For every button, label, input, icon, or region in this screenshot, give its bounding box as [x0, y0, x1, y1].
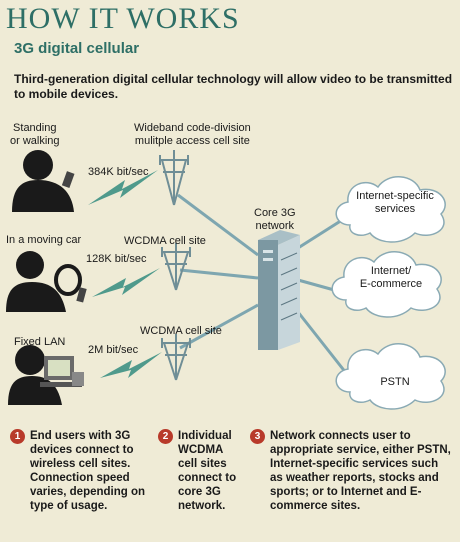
bolt-lan-icon — [100, 352, 162, 378]
step-3-badge: 3 — [250, 429, 265, 444]
tower-lan-icon — [161, 334, 191, 381]
core-server-icon — [258, 230, 300, 350]
person-car-icon — [6, 251, 87, 312]
bolt-car-icon — [92, 268, 160, 297]
bolt-standing-icon — [88, 170, 158, 205]
user-figures — [6, 150, 87, 405]
cloud-internet-specific — [335, 176, 446, 243]
service-internet-specific-label: Internet-specific services — [356, 190, 434, 215]
user-standing-label: Standing or walking — [10, 122, 60, 147]
step-3-text: Network connects user to appropriate ser… — [270, 430, 451, 512]
step-1-text: End users with 3G devices connect to wir… — [30, 430, 146, 512]
speed-car-label: 128K bit/sec — [86, 253, 147, 265]
signal-bolts — [88, 170, 162, 378]
step-2-badge: 2 — [158, 429, 173, 444]
speed-standing-label: 384K bit/sec — [88, 166, 149, 178]
cloud-pstn — [335, 343, 446, 410]
person-standing-icon — [12, 150, 75, 212]
core-network-label: Core 3G network — [254, 207, 296, 232]
tower-icons — [159, 150, 191, 381]
tower-wideband-icon — [159, 150, 189, 206]
service-pstn-label: PSTN — [380, 376, 410, 388]
service-internet-ecommerce-label: Internet/ E-commerce — [359, 265, 423, 290]
site-wideband-label: Wideband code-division mulitple access c… — [134, 122, 251, 147]
tower-car-icon — [161, 243, 191, 291]
person-lan-icon — [8, 345, 84, 405]
speed-lan-label: 2M bit/sec — [88, 344, 139, 356]
step-1-badge: 1 — [10, 429, 25, 444]
site-car-label: WCDMA cell site — [124, 235, 206, 247]
page-title: HOW IT WORKS — [6, 2, 240, 35]
cloud-shapes — [331, 176, 446, 410]
intro-text: Third-generation digital cellular techno… — [14, 72, 453, 101]
cloud-internet-ecommerce — [331, 251, 442, 318]
user-car-label: In a moving car — [6, 234, 82, 246]
step-2-text: Individual WCDMA cell sites connect to c… — [178, 430, 237, 512]
site-lan-label: WCDMA cell site — [140, 325, 222, 337]
user-lan-label: Fixed LAN — [14, 336, 66, 348]
page-subtitle: 3G digital cellular — [14, 40, 140, 57]
